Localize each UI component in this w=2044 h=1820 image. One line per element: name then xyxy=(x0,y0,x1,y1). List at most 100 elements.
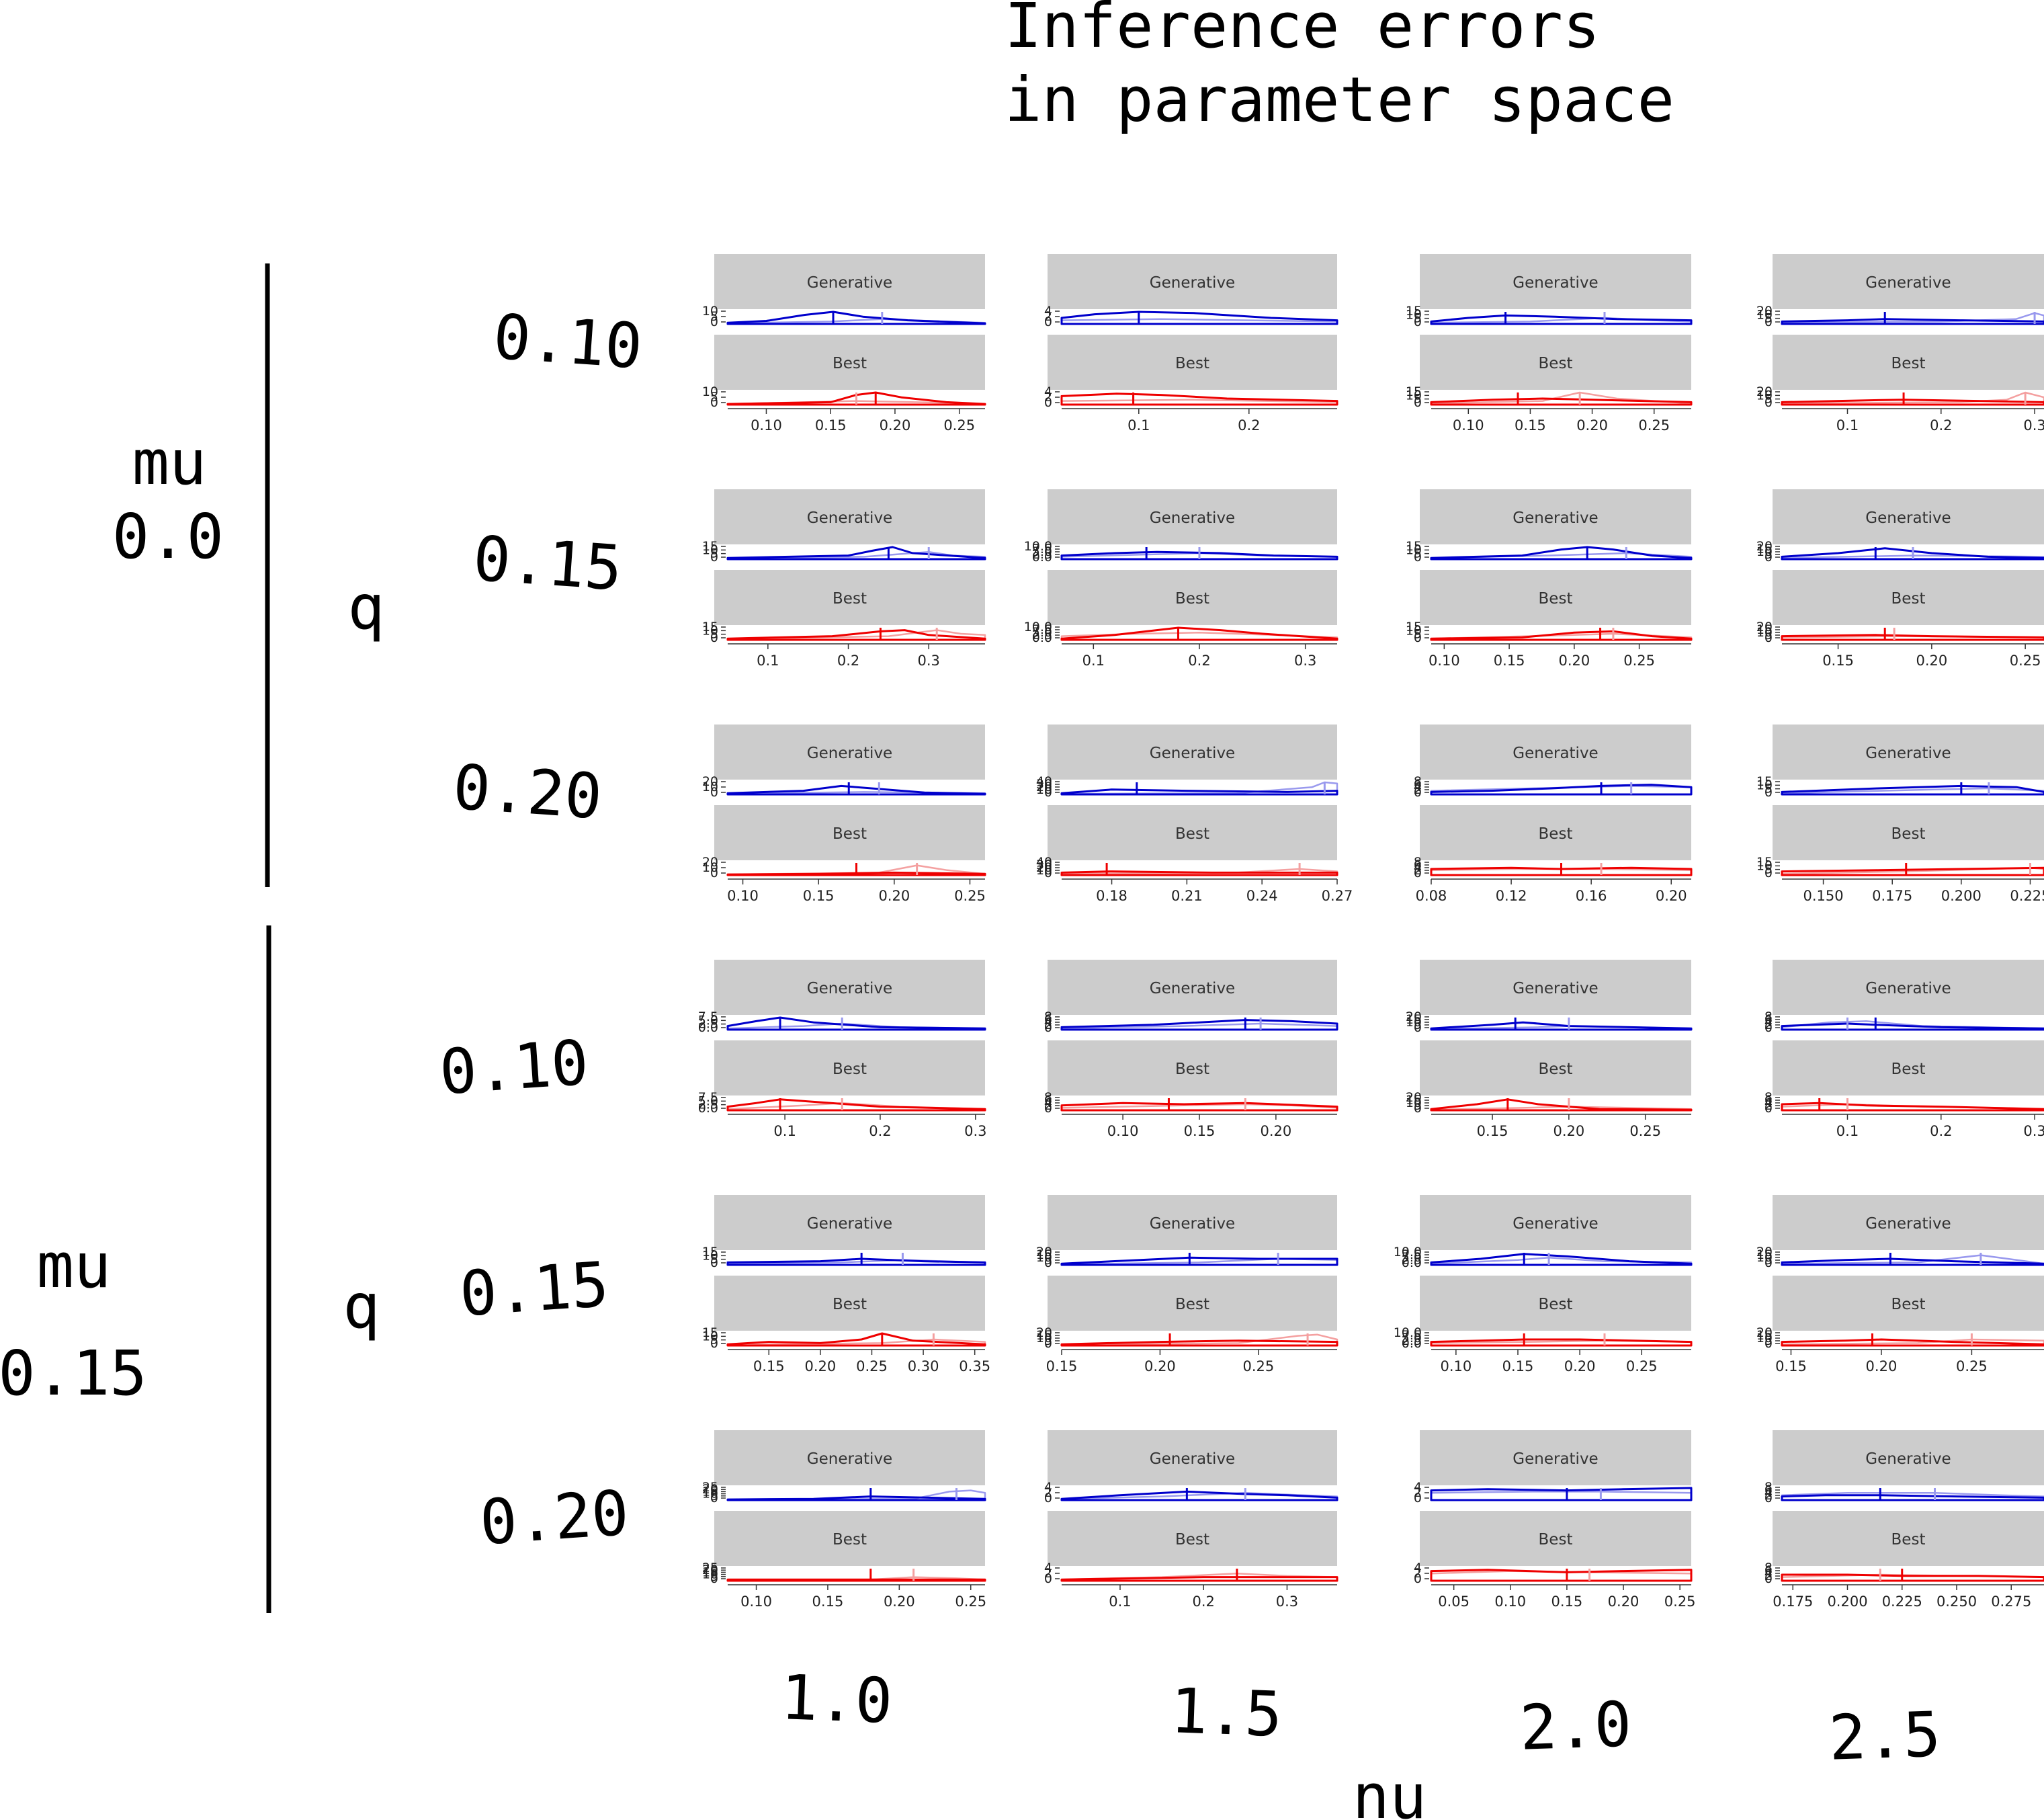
generative-ytick-label: 20 xyxy=(702,774,718,789)
best-ytick-label: 0 xyxy=(1044,1101,1052,1116)
generative-ytick-label: 2.5 xyxy=(1402,1253,1422,1268)
best-ytick-label: 7.5 xyxy=(1402,1328,1422,1343)
best-ytick-label: 5 xyxy=(1764,392,1773,407)
generative-ytick-label: 7.5 xyxy=(1402,1247,1422,1262)
facet-strip-generative xyxy=(1773,725,2044,780)
generative-ytick-label: 8 xyxy=(1764,1480,1773,1495)
generative-ytick-label: 2.5 xyxy=(698,1017,718,1032)
facet-strip-best xyxy=(1048,805,1337,860)
generative-ytick-label: 0 xyxy=(1764,550,1773,565)
x-tick-label: 0.10 xyxy=(1453,417,1484,433)
facet-strip-generative-label: Generative xyxy=(807,509,892,527)
x-tick-label: 0.20 xyxy=(1558,653,1590,669)
best-ytick-label: 15 xyxy=(702,1565,718,1579)
facet-strip-generative xyxy=(1420,254,1691,309)
x-tick-label: 0.15 xyxy=(815,417,847,433)
facet-strip-best xyxy=(1773,805,2044,860)
generative-density xyxy=(1781,1494,2044,1501)
generative-density xyxy=(726,311,986,325)
facet-strip-generative xyxy=(714,254,985,309)
facet-strip-generative-label: Generative xyxy=(1150,745,1235,762)
facet-strip-best-label: Best xyxy=(1891,590,1926,608)
best-ytick-label: 0 xyxy=(1414,1571,1422,1586)
best-density xyxy=(1781,634,2044,641)
best-density xyxy=(1430,1338,1693,1347)
facet-strip-best xyxy=(1048,335,1337,390)
generative-ytick-label: 5 xyxy=(1414,546,1422,561)
generative-ytick-label: 10 xyxy=(702,304,718,319)
nu-label: nu xyxy=(1353,1761,1427,1820)
x-tick-label: 0.15 xyxy=(812,1594,844,1610)
x-tick-label: 0.25 xyxy=(1664,1594,1696,1610)
generative-density xyxy=(1060,1256,1338,1266)
facet-strip-best-label: Best xyxy=(833,825,867,843)
generative-ytick-label: 5.0 xyxy=(1402,1250,1422,1265)
x-tick-label: 0.24 xyxy=(1246,888,1278,904)
generative-ytick-label: 7.5 xyxy=(1032,542,1052,556)
facet-strip-best-label: Best xyxy=(1175,1061,1209,1078)
generative-ytick-label: 0 xyxy=(710,315,718,329)
best-density xyxy=(1430,1098,1693,1112)
x-tick-label: 0.2 xyxy=(869,1123,891,1139)
facet-strip-generative-label: Generative xyxy=(1150,1215,1235,1233)
generative-ytick-label: 15 xyxy=(1406,304,1422,319)
q-label-top: q xyxy=(347,571,384,643)
best-ytick-label: 0 xyxy=(710,395,718,410)
best-ytick-label: 4 xyxy=(1764,1566,1773,1581)
x-tick-label: 0.2 xyxy=(1930,1123,1952,1139)
generative-ytick-label: 5 xyxy=(1414,1018,1422,1032)
x-tick-label: 0.20 xyxy=(1916,653,1947,669)
generative-ytick-label: 15 xyxy=(1756,542,1773,556)
facet-strip-best xyxy=(1773,1511,2044,1566)
generative-density xyxy=(1781,318,2044,325)
best-ytick-label: 8 xyxy=(1764,1561,1773,1575)
x-tick-label: 0.25 xyxy=(1638,417,1670,433)
facet-strip-generative-label: Generative xyxy=(1865,1450,1951,1468)
facet-strip-best-label: Best xyxy=(1175,590,1209,608)
facet-strip-generative-label: Generative xyxy=(1865,745,1951,762)
x-tick-label: 0.20 xyxy=(880,417,911,433)
best-ytick-label: 15 xyxy=(702,620,718,634)
facet-strip-generative xyxy=(1773,254,2044,309)
x-tick-label: 0.20 xyxy=(1576,417,1608,433)
generative-ytick-label: 0 xyxy=(1044,1020,1052,1035)
x-tick-label: 0.2 xyxy=(1188,653,1210,669)
facet-strip-generative xyxy=(1048,960,1337,1015)
x-tick-label: 0.150 xyxy=(1803,888,1844,904)
x-tick-label: 0.08 xyxy=(1416,888,1447,904)
facet-strip-generative-label: Generative xyxy=(1513,1450,1598,1468)
best-ytick-label: 2.5 xyxy=(698,1098,718,1112)
generative-ytick-label: 2 xyxy=(1764,1018,1773,1032)
best-ytick-label: 8 xyxy=(1044,1090,1052,1105)
x-tick-label: 0.10 xyxy=(727,888,759,904)
x-tick-label: 0.3 xyxy=(918,653,940,669)
best-density xyxy=(726,1332,986,1347)
facet-strip-generative xyxy=(1420,489,1691,544)
generative-ytick-label: 0 xyxy=(1044,1255,1052,1270)
best-ytick-label: 5 xyxy=(1764,862,1773,877)
generative-ytick-label: 10 xyxy=(1406,1015,1422,1030)
nu-value-col-4: 2.5 xyxy=(1828,1698,1942,1774)
generative-ytick-label: 40 xyxy=(1036,774,1052,789)
facet-strip-generative xyxy=(714,960,985,1015)
best-ytick-label: 4 xyxy=(1044,384,1052,399)
best-ytick-label: 0 xyxy=(710,1571,718,1586)
facet-strip-best xyxy=(1048,1040,1337,1095)
facet-strip-generative-label: Generative xyxy=(807,1450,892,1468)
best-ytick-label: 10 xyxy=(1756,388,1773,403)
generative-ytick-label: 0 xyxy=(1044,1491,1052,1505)
best-density xyxy=(1430,866,1693,876)
generative-ytick-label: 2 xyxy=(1414,782,1422,797)
best-ytick-label: 10 xyxy=(702,623,718,638)
generative-ytick-label: 5.0 xyxy=(698,1013,718,1028)
facet-strip-generative-label: Generative xyxy=(807,1215,892,1233)
best-ytick-label: 8 xyxy=(1764,1090,1773,1105)
x-tick-label: 0.15 xyxy=(1551,1594,1583,1610)
best-ytick-label: 10 xyxy=(1036,1331,1052,1346)
x-tick-label: 0.15 xyxy=(1822,653,1854,669)
facet-strip-generative xyxy=(1048,725,1337,780)
x-tick-label: 0.15 xyxy=(803,888,835,904)
